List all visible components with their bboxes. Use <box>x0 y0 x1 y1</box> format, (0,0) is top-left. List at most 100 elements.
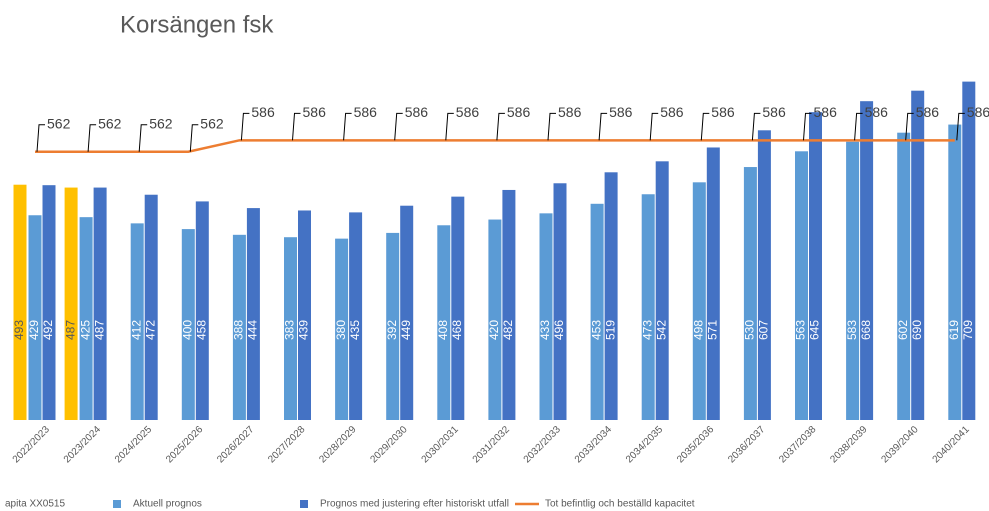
data-label: 449 <box>399 320 413 340</box>
label-callout <box>803 112 812 141</box>
data-label: 586 <box>456 104 480 120</box>
data-label: 562 <box>98 115 122 131</box>
data-label: 586 <box>354 104 378 120</box>
data-label: 571 <box>705 320 719 340</box>
bar <box>860 101 874 420</box>
label-callout <box>751 112 761 141</box>
x-tick-label: 2040/2041 <box>931 424 973 466</box>
bar <box>28 215 42 420</box>
label-callout <box>343 112 352 141</box>
bar <box>539 213 553 420</box>
bar <box>655 161 669 420</box>
label-callout <box>87 124 97 152</box>
label-callout <box>36 124 45 152</box>
legend-label: Aktuell prognos <box>133 499 202 510</box>
bar <box>948 124 962 421</box>
label-callout <box>547 112 556 141</box>
x-tick-label: 2038/2039 <box>828 424 870 466</box>
x-tick-label: 2029/2030 <box>368 424 410 466</box>
data-label: 498 <box>691 320 705 340</box>
data-label: 602 <box>896 320 910 340</box>
bar <box>284 237 297 420</box>
data-label: 563 <box>794 320 808 340</box>
data-label: 487 <box>63 320 77 340</box>
bar <box>42 185 56 420</box>
bar <box>93 187 107 420</box>
data-label: 429 <box>27 320 41 340</box>
data-label: 383 <box>283 320 297 340</box>
data-label: 530 <box>743 320 757 340</box>
data-label: 496 <box>552 320 566 340</box>
legend-swatch <box>300 500 308 508</box>
chart-title: Korsängen fsk <box>120 11 274 38</box>
bar <box>962 81 976 420</box>
bar <box>130 223 144 420</box>
bar <box>911 90 925 420</box>
data-label: 519 <box>603 320 617 340</box>
data-label: 412 <box>129 320 143 340</box>
x-tick-label: 2039/2040 <box>879 424 921 466</box>
bar <box>144 194 158 420</box>
data-label: 586 <box>916 104 940 120</box>
x-tick-label: 2034/2035 <box>624 424 666 466</box>
data-label: 458 <box>194 320 208 340</box>
bar <box>590 203 604 420</box>
legend-label: Tot befintlig och beställd kapacitet <box>545 499 695 510</box>
data-label: 433 <box>538 320 552 340</box>
data-label: 607 <box>757 320 771 340</box>
x-tick-label: 2024/2025 <box>113 424 155 466</box>
bar <box>743 167 757 420</box>
bar <box>846 141 860 420</box>
bar <box>641 194 655 420</box>
label-callout <box>956 112 965 141</box>
bar <box>757 130 771 420</box>
data-label: 586 <box>711 104 735 120</box>
data-label: 583 <box>845 320 859 340</box>
legend-label: apita XX0515 <box>5 499 65 510</box>
label-callout <box>292 112 301 141</box>
x-tick-label: 2030/2031 <box>420 424 462 466</box>
data-label: 690 <box>910 320 924 340</box>
data-label: 400 <box>180 320 194 340</box>
bar <box>437 225 451 420</box>
x-tick-label: 2025/2026 <box>164 424 206 466</box>
data-label: 586 <box>558 104 582 120</box>
data-label: 408 <box>436 320 450 340</box>
x-tick-label: 2026/2027 <box>215 424 257 466</box>
data-label: 586 <box>303 104 327 120</box>
legend-label: Prognos med justering efter historiskt u… <box>320 499 509 510</box>
bar <box>298 210 311 420</box>
bar <box>451 196 465 420</box>
data-label: 586 <box>865 104 889 120</box>
bar <box>488 219 502 420</box>
data-label: 562 <box>47 115 71 131</box>
label-callout <box>138 124 148 152</box>
data-label: 586 <box>251 104 275 120</box>
x-tick-label: 2028/2029 <box>317 424 359 466</box>
bar <box>897 132 911 420</box>
bar <box>706 147 720 420</box>
data-label: 586 <box>660 104 684 120</box>
data-label: 542 <box>654 320 668 340</box>
data-label: 562 <box>200 115 224 131</box>
data-label: 425 <box>78 320 92 340</box>
bar <box>195 201 209 420</box>
data-label: 392 <box>385 320 399 340</box>
bar <box>386 232 400 420</box>
legend-swatch <box>113 500 121 508</box>
x-tick-label: 2035/2036 <box>675 424 717 466</box>
label-callout <box>394 112 403 141</box>
bar <box>64 187 78 420</box>
data-label: 619 <box>947 320 961 340</box>
bar <box>553 183 567 420</box>
bar <box>232 234 246 420</box>
data-label: 586 <box>507 104 531 120</box>
label-callout <box>700 112 710 141</box>
data-label: 586 <box>405 104 429 120</box>
bar <box>246 208 260 420</box>
data-label: 388 <box>232 320 246 340</box>
data-label: 472 <box>143 320 157 340</box>
bar <box>79 217 93 420</box>
x-tick-label: 2031/2032 <box>471 424 513 466</box>
bar <box>795 151 808 420</box>
